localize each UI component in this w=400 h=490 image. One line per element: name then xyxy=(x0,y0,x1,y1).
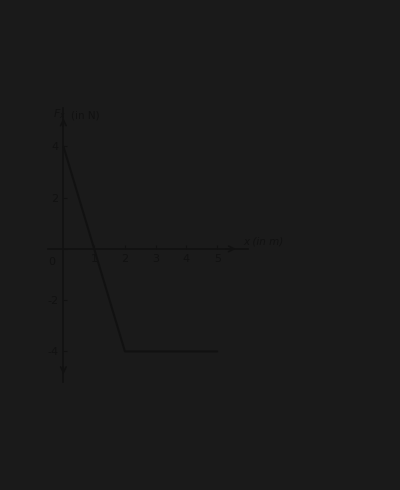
Text: $F_x$: $F_x$ xyxy=(53,107,66,121)
Text: 0: 0 xyxy=(49,257,56,267)
Text: x (in m): x (in m) xyxy=(243,236,284,246)
Text: (in N): (in N) xyxy=(71,111,100,121)
